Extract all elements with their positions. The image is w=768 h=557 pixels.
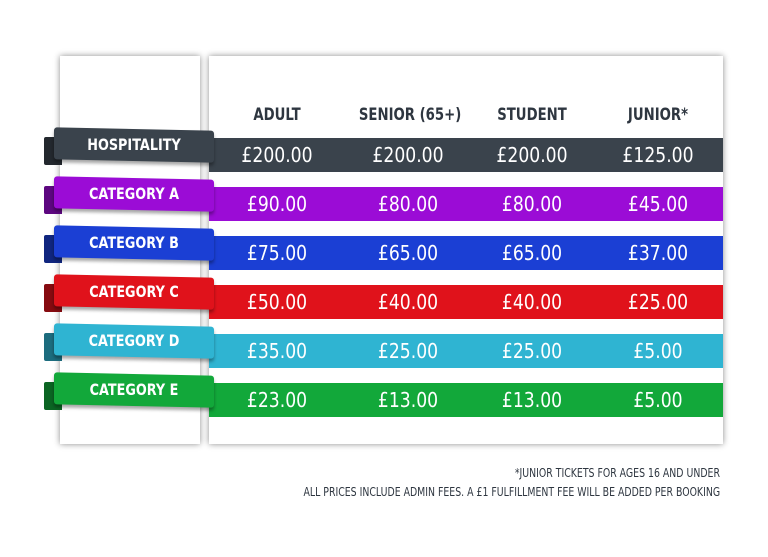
junior-footnote: *JUNIOR TICKETS FOR AGES 16 AND UNDER — [514, 466, 720, 480]
table-row: £75.00 £65.00 £65.00 £37.00 — [209, 236, 723, 270]
category-ribbon: CATEGORY B — [44, 225, 214, 265]
price-cell: £80.00 — [501, 192, 563, 216]
category-label: CATEGORY B — [89, 233, 179, 252]
price-cell: £200.00 — [241, 143, 313, 167]
price-cell: £13.00 — [501, 388, 563, 412]
category-ribbon: CATEGORY A — [44, 176, 214, 216]
column-header-student: STUDENT — [497, 105, 567, 125]
category-label: CATEGORY D — [88, 331, 180, 350]
column-header-senior: SENIOR (65+) — [358, 105, 462, 125]
category-ribbon: CATEGORY D — [44, 323, 214, 363]
table-header: ADULT SENIOR (65+) STUDENT JUNIOR* — [209, 100, 723, 130]
price-cell: £65.00 — [501, 241, 563, 265]
table-row: £23.00 £13.00 £13.00 £5.00 — [209, 383, 723, 417]
price-cell: £125.00 — [622, 143, 694, 167]
category-ribbon: HOSPITALITY — [44, 127, 214, 167]
category-label: CATEGORY E — [89, 380, 179, 399]
table-row: £200.00 £200.00 £200.00 £125.00 — [209, 138, 723, 172]
price-cell: £5.00 — [633, 339, 683, 363]
price-cell: £23.00 — [246, 388, 308, 412]
price-cell: £75.00 — [246, 241, 308, 265]
price-cell: £13.00 — [377, 388, 439, 412]
price-cell: £40.00 — [501, 290, 563, 314]
category-label: CATEGORY C — [89, 282, 179, 301]
column-header-junior: JUNIOR* — [627, 105, 689, 125]
price-cell: £50.00 — [246, 290, 308, 314]
category-ribbon: CATEGORY C — [44, 274, 214, 314]
price-cell: £45.00 — [627, 192, 689, 216]
table-row: £35.00 £25.00 £25.00 £5.00 — [209, 334, 723, 368]
category-label: HOSPITALITY — [87, 135, 181, 154]
price-cell: £80.00 — [377, 192, 439, 216]
price-cell: £40.00 — [377, 290, 439, 314]
table-row: £90.00 £80.00 £80.00 £45.00 — [209, 187, 723, 221]
table-row: £50.00 £40.00 £40.00 £25.00 — [209, 285, 723, 319]
column-header-adult: ADULT — [253, 105, 301, 125]
price-cell: £37.00 — [627, 241, 689, 265]
price-cell: £65.00 — [377, 241, 439, 265]
category-ribbon: CATEGORY E — [44, 372, 214, 412]
category-label: CATEGORY A — [89, 184, 179, 203]
price-cell: £25.00 — [501, 339, 563, 363]
fees-footnote: ALL PRICES INCLUDE ADMIN FEES. A £1 FULF… — [303, 485, 720, 499]
price-cell: £5.00 — [633, 388, 683, 412]
price-cell: £25.00 — [377, 339, 439, 363]
price-cell: £200.00 — [496, 143, 568, 167]
price-cell: £35.00 — [246, 339, 308, 363]
price-cell: £200.00 — [372, 143, 444, 167]
price-cell: £25.00 — [627, 290, 689, 314]
price-cell: £90.00 — [246, 192, 308, 216]
